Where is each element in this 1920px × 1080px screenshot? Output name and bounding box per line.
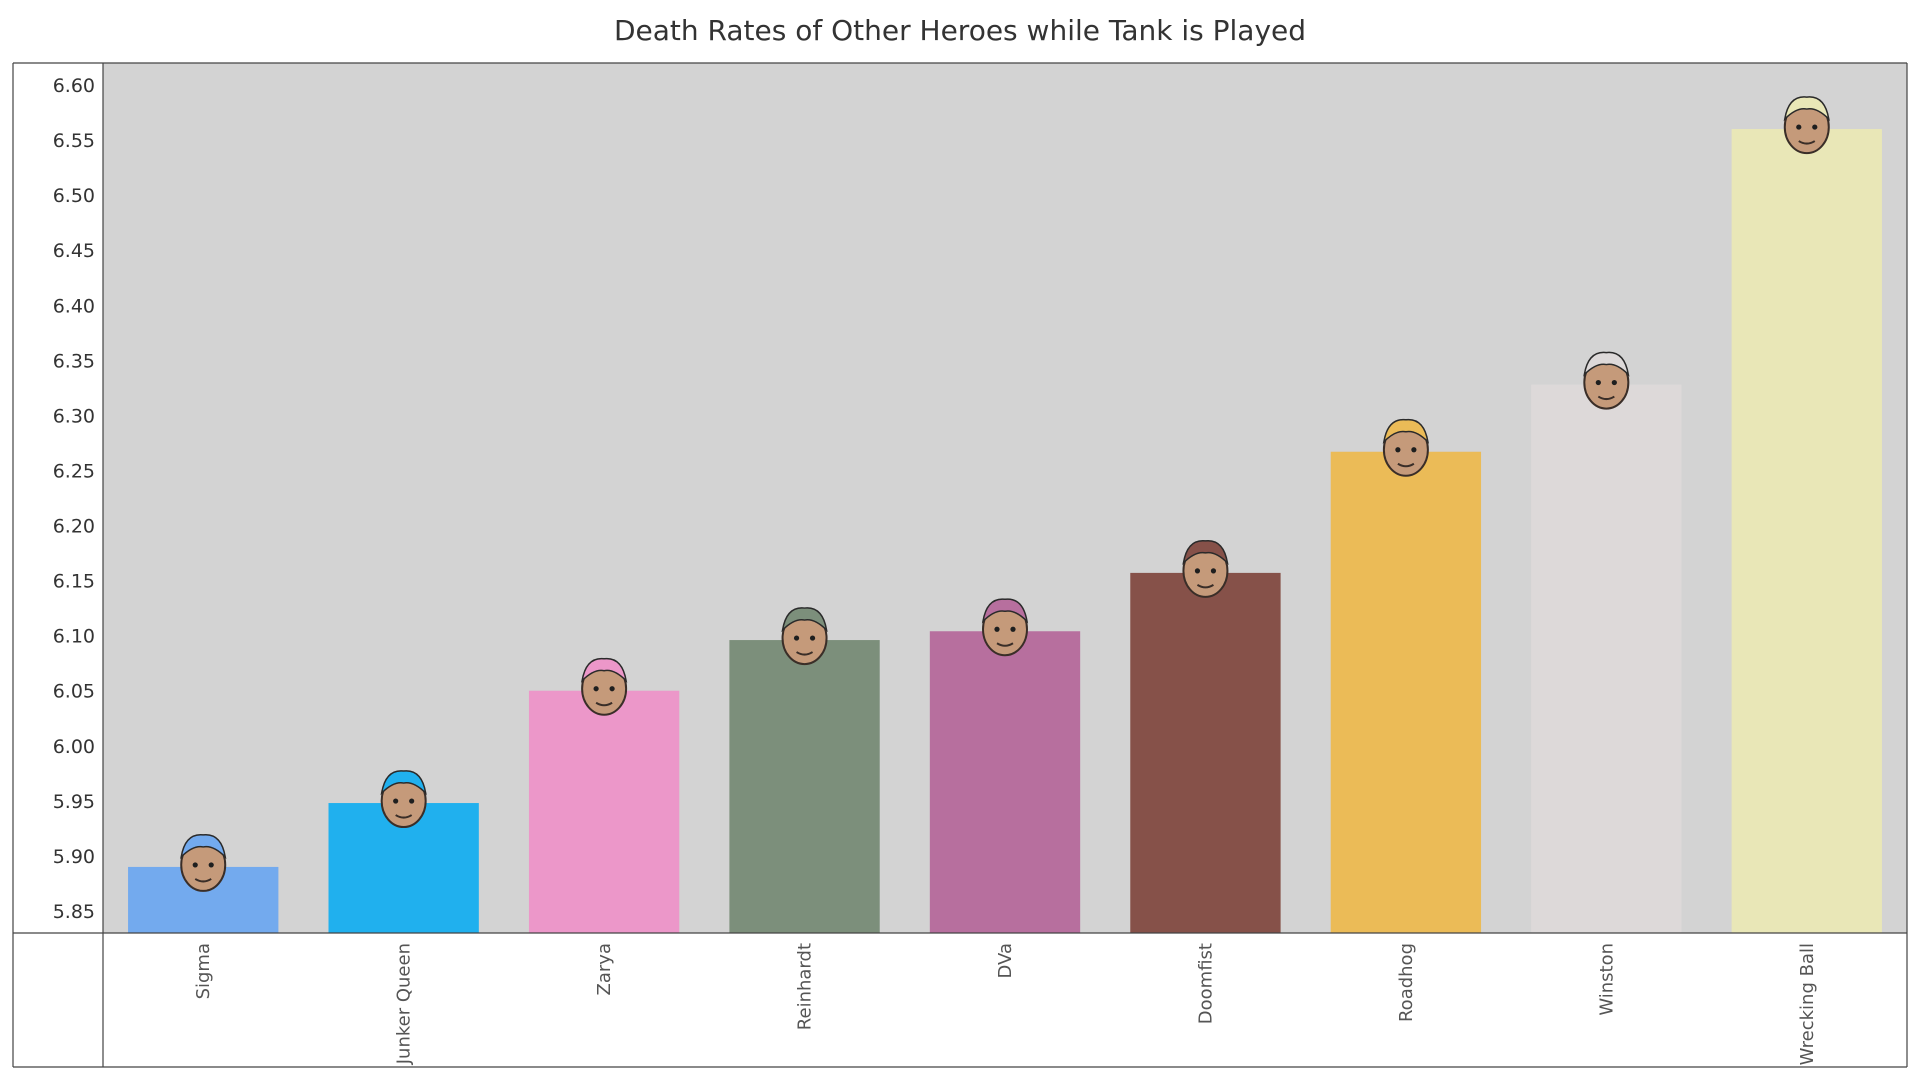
bar-roadhog bbox=[1330, 451, 1482, 933]
y-tick-label: 6.55 bbox=[53, 130, 95, 152]
reinhardt-portrait-icon bbox=[781, 607, 828, 666]
x-tick-label: Roadhog bbox=[1396, 943, 1417, 1022]
y-tick-label: 6.00 bbox=[53, 736, 95, 758]
y-tick-label: 6.45 bbox=[53, 240, 95, 262]
bar-reinhardt bbox=[729, 640, 880, 933]
roadhog-portrait-icon bbox=[1382, 418, 1430, 477]
y-tick-label: 6.25 bbox=[53, 460, 95, 482]
x-tick-label: Reinhardt bbox=[795, 943, 816, 1030]
bar-doomfist bbox=[1130, 572, 1281, 933]
x-tick-label: Zarya bbox=[594, 943, 615, 995]
y-tick-label: 6.60 bbox=[53, 75, 95, 97]
bars-layer bbox=[128, 129, 1882, 934]
y-tick-label: 6.10 bbox=[53, 626, 95, 648]
bar-zarya bbox=[528, 690, 680, 933]
wrecking-ball-portrait-icon bbox=[1783, 96, 1830, 155]
bar-wrecking-ball bbox=[1731, 129, 1882, 934]
x-tick-label: Junker Queen bbox=[394, 943, 415, 1065]
junker-queen-portrait-icon bbox=[380, 770, 427, 829]
y-tick-label: 6.50 bbox=[53, 185, 95, 207]
bar-winston bbox=[1531, 384, 1682, 934]
x-tick-label: DVa bbox=[995, 943, 1016, 979]
sigma-portrait-icon bbox=[180, 834, 227, 892]
dva-portrait-icon bbox=[981, 598, 1029, 657]
y-tick-label: 6.20 bbox=[53, 516, 95, 538]
y-tick-label: 6.35 bbox=[53, 350, 95, 372]
y-tick-label: 5.95 bbox=[53, 791, 95, 813]
zarya-portrait-icon bbox=[580, 657, 628, 716]
doomfist-portrait-icon bbox=[1182, 540, 1229, 598]
y-tick-label: 6.40 bbox=[53, 295, 95, 317]
chart-title: Death Rates of Other Heroes while Tank i… bbox=[613, 14, 1307, 47]
hero-icons-layer bbox=[180, 96, 1830, 892]
y-tick-label: 6.05 bbox=[53, 681, 95, 703]
y-tick-label: 6.30 bbox=[53, 405, 95, 427]
bar-dva bbox=[929, 631, 1081, 933]
y-tick-label: 5.90 bbox=[53, 846, 95, 868]
y-axis: 5.85 5.90 5.95 6.00 6.05 6.10 6.15 6.20 6.25 6.30… bbox=[53, 75, 95, 923]
y-tick-label: 5.85 bbox=[53, 901, 95, 923]
x-axis: Sigma Junker Queen Zarya Reinhardt DVa Doomfi… bbox=[193, 943, 1818, 1065]
x-tick-label: Doomfist bbox=[1195, 943, 1216, 1024]
y-tick-label: 6.15 bbox=[53, 571, 95, 593]
x-tick-label: Winston bbox=[1596, 943, 1617, 1016]
winston-portrait-icon bbox=[1583, 351, 1630, 410]
x-tick-label: Wrecking Ball bbox=[1797, 943, 1818, 1065]
x-tick-label: Sigma bbox=[193, 943, 214, 999]
